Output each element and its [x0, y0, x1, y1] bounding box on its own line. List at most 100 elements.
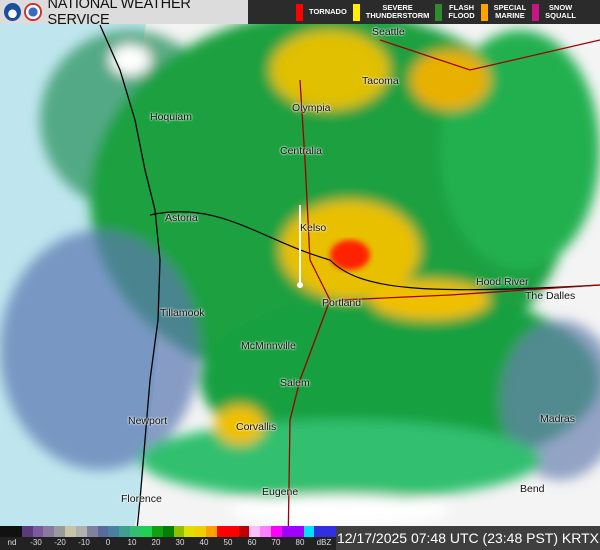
city-label: Hood River — [476, 276, 529, 288]
city-label: Tacoma — [362, 75, 399, 87]
warning-label: SPECIAL MARINE — [493, 3, 527, 20]
warning-type: FLASH FLOOD — [435, 0, 475, 24]
color-segment — [86, 526, 98, 537]
city-label: Astoria — [165, 212, 198, 224]
warning-swatch — [352, 3, 360, 21]
color-segment — [195, 526, 207, 537]
timestamp-bar: 12/17/2025 07:48 UTC (23:48 PST) KRTX — [336, 526, 600, 550]
color-segment — [281, 526, 293, 537]
city-label: Florence — [121, 493, 162, 505]
timestamp: 12/17/2025 07:48 UTC (23:48 PST) — [336, 530, 559, 546]
city-label: The Dalles — [525, 290, 576, 302]
footer: nd -30 -20 -10 0 10 20 30 40 50 60 70 80 dBZ 12/17/20… — [0, 526, 600, 550]
color-segment — [130, 526, 141, 537]
warning-swatch — [296, 3, 303, 21]
header: NATIONAL WEATHER SERVICE TORNADO SEVERE T… — [0, 0, 600, 28]
scale-tick-label: -30 — [30, 538, 42, 547]
scale-tick-label: -20 — [54, 538, 66, 547]
color-segment — [75, 526, 87, 537]
scale-tick-label: 40 — [199, 538, 209, 547]
warning-label: SNOW SQUALL — [545, 3, 577, 20]
radar-echoes — [0, 10, 600, 525]
color-segment — [119, 526, 131, 537]
coastline — [99, 24, 161, 550]
city-label: Salem — [280, 377, 310, 389]
scale-tick-label: 0 — [105, 538, 111, 547]
warning-swatch — [532, 3, 540, 21]
city-label: Tillamook — [160, 307, 205, 319]
color-segment — [216, 526, 228, 537]
scale-tick-label: 20 — [151, 538, 161, 547]
warning-type: SNOW SQUALL — [532, 0, 576, 24]
color-segment — [206, 526, 217, 537]
warning-label: SEVERE THUNDERSTORM — [365, 3, 430, 20]
color-segment — [292, 526, 304, 537]
city-label: Corvallis — [236, 421, 277, 433]
scale-tick-label: nd — [7, 538, 17, 547]
color-segment — [314, 526, 326, 537]
color-segment — [260, 526, 272, 537]
color-segment — [271, 526, 282, 537]
reflectivity-scale: nd -30 -20 -10 0 10 20 30 40 50 60 70 80 dBZ — [0, 526, 337, 550]
color-segment — [184, 526, 196, 537]
color-segment — [162, 526, 174, 537]
color-segment — [21, 526, 33, 537]
scale-tick-label: 70 — [271, 538, 281, 547]
site-title: NATIONAL WEATHER SERVICE — [47, 0, 191, 28]
color-segment — [303, 526, 315, 537]
color-segment — [227, 526, 239, 537]
color-segment — [325, 526, 337, 537]
city-label: Seattle — [372, 26, 405, 38]
noaa-logo-icon — [4, 3, 22, 21]
city-label: Portland — [322, 297, 362, 309]
nws-brand[interactable]: NATIONAL WEATHER SERVICE — [0, 0, 248, 28]
city-label: Bend — [520, 483, 545, 495]
color-bar — [0, 526, 337, 537]
color-segment — [97, 526, 109, 537]
color-segment — [65, 526, 76, 537]
color-segment — [10, 526, 22, 537]
color-segment — [54, 526, 66, 537]
scale-tick-label: dBZ — [316, 538, 332, 547]
scale-tick-label: 30 — [175, 538, 185, 547]
warning-swatch — [435, 3, 443, 21]
color-segment — [173, 526, 185, 537]
nws-logo-icon — [24, 3, 42, 21]
warning-type: SEVERE THUNDERSTORM — [352, 0, 430, 24]
scale-tick-label: -10 — [78, 538, 90, 547]
columbia-river — [149, 211, 600, 291]
city-label: Olympia — [292, 102, 331, 114]
warning-legend: TORNADO SEVERE THUNDERSTORM FLASH FLOOD SPE… — [248, 0, 600, 24]
scale-ticks: nd -30 -20 -10 0 10 20 30 40 50 60 70 80 dBZ — [0, 538, 336, 550]
color-segment — [0, 526, 11, 537]
warning-swatch — [480, 3, 488, 21]
interstate-5 — [287, 79, 331, 550]
color-segment — [108, 526, 120, 537]
warning-label: FLASH FLOOD — [448, 3, 475, 20]
city-label: McMinnville — [241, 340, 296, 352]
warning-type: TORNADO — [296, 0, 347, 24]
color-segment — [151, 526, 163, 537]
color-segment — [32, 526, 44, 537]
warning-label: TORNADO — [309, 7, 347, 16]
scale-tick-label: 10 — [127, 538, 137, 547]
city-label: Madras — [540, 413, 576, 425]
city-label: Newport — [128, 415, 168, 427]
radar-site-marker — [297, 282, 303, 288]
color-segment — [249, 526, 261, 537]
city-label: Centralia — [280, 145, 323, 157]
color-segment — [140, 526, 152, 537]
color-segment — [43, 526, 55, 537]
city-label: Eugene — [262, 486, 299, 498]
scale-tick-label: 50 — [223, 538, 233, 547]
color-segment — [238, 526, 250, 537]
station-id: KRTX — [561, 530, 599, 546]
scale-tick-label: 80 — [295, 538, 305, 547]
warning-type: SPECIAL MARINE — [480, 0, 527, 24]
scale-tick-label: 60 — [247, 538, 257, 547]
city-label: Kelso — [300, 222, 327, 234]
highways — [339, 39, 600, 301]
city-label: Hoquiam — [150, 111, 193, 123]
